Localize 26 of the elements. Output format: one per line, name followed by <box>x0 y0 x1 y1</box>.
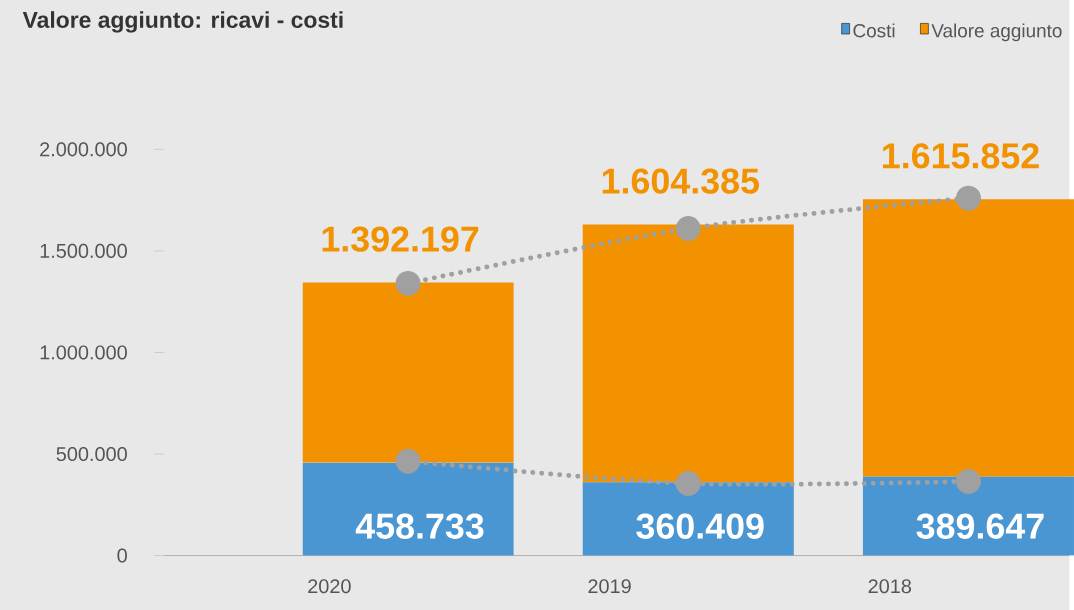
x-tick-label: 2019 <box>588 579 631 594</box>
annotation: 1.604.385 <box>602 168 760 194</box>
data-label: 389.647 <box>916 513 1044 539</box>
legend-label: Valore aggiunto <box>931 23 1062 42</box>
point <box>675 215 701 241</box>
bar <box>862 199 1074 477</box>
annotation: 1.392.197 <box>322 226 479 252</box>
point <box>675 470 701 496</box>
y-tick-label: 1.500.000 <box>40 243 127 258</box>
data-label: 360.409 <box>636 513 764 539</box>
legend-label: Costi <box>853 23 895 38</box>
y-tick-label: 500.000 <box>56 446 127 461</box>
point <box>395 448 421 474</box>
y-tick-label: 1.000.000 <box>40 345 127 360</box>
point <box>395 270 421 296</box>
data-label: 458.733 <box>355 513 484 539</box>
bar <box>302 462 514 556</box>
chart-title: Valore aggiunto: ricavi - costi <box>22 11 343 33</box>
bar <box>302 282 514 463</box>
x-tick-label: 2020 <box>308 579 351 594</box>
point <box>956 185 981 211</box>
y-tick-label: 0 <box>117 548 127 563</box>
x-tick-label: 2018 <box>868 579 912 594</box>
annotation: 1.615.852 <box>883 143 1039 169</box>
y-tick-label: 2.000.000 <box>40 142 127 157</box>
point <box>956 468 981 494</box>
